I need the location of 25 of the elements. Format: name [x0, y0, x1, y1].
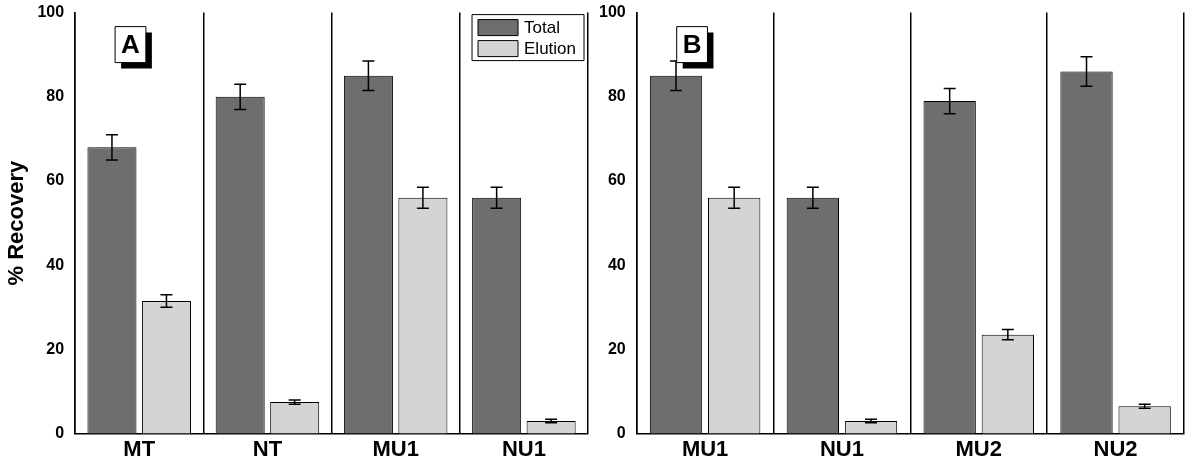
- y-tick-label: 100: [598, 3, 626, 21]
- y-tick-label: 100: [37, 3, 65, 21]
- y-tick-label: 0: [616, 424, 626, 442]
- x-tick-label: NU1: [501, 435, 546, 461]
- x-tick-label: NT: [252, 435, 283, 461]
- y-tick-label: 60: [46, 171, 65, 189]
- x-tick-label: MU1: [372, 435, 419, 461]
- y-tick-label: 80: [46, 87, 65, 105]
- y-tick-label: 20: [46, 339, 65, 357]
- annotation: A: [121, 28, 141, 59]
- x-tick-label: MT: [123, 435, 156, 461]
- legend-label: Elution: [524, 39, 576, 59]
- annotation: B: [682, 28, 702, 59]
- legend-label: Total: [524, 18, 560, 38]
- y-tick-label: 40: [607, 255, 626, 273]
- y-tick-label: 60: [607, 171, 626, 189]
- x-tick-label: MU1: [681, 435, 729, 461]
- x-tick-label: NU1: [819, 435, 864, 461]
- x-tick-label: MU2: [955, 435, 1002, 461]
- y-tick-label: 20: [607, 339, 626, 357]
- y-axis-title: % Recovery: [3, 159, 29, 286]
- y-tick-label: 40: [46, 255, 65, 273]
- y-tick-label: 80: [607, 87, 626, 105]
- y-tick-label: 0: [55, 424, 65, 442]
- x-tick-label: NU2: [1093, 435, 1138, 461]
